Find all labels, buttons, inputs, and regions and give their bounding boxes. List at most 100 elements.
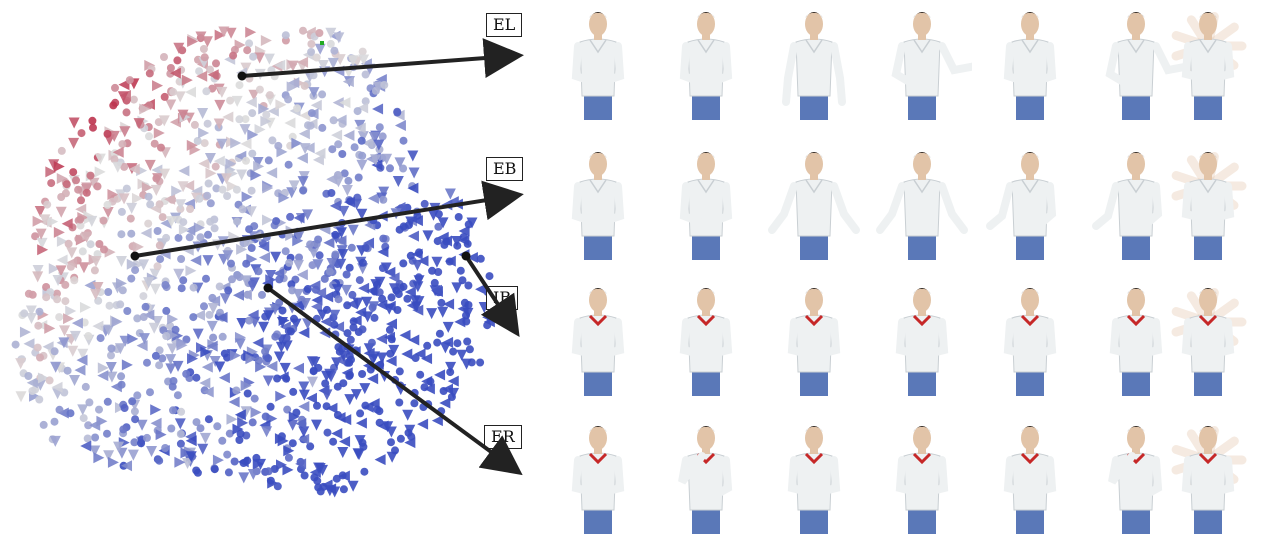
scatter-circle-marker bbox=[330, 46, 339, 55]
scatter-triangle-marker bbox=[299, 143, 311, 155]
scatter-circle-marker bbox=[69, 168, 78, 177]
scatter-circle-marker bbox=[320, 274, 329, 283]
scatter-circle-marker bbox=[360, 467, 369, 476]
scatter-triangle-marker bbox=[372, 103, 384, 115]
scatter-circle-marker bbox=[281, 31, 290, 40]
scatter-circle-marker bbox=[130, 438, 139, 447]
scatter-circle-marker bbox=[119, 425, 128, 434]
scatter-circle-marker bbox=[485, 272, 494, 281]
scatter-triangle-marker bbox=[200, 346, 212, 358]
scatter-circle-marker bbox=[332, 474, 341, 483]
scatter-circle-marker bbox=[274, 141, 283, 150]
scatter-circle-marker bbox=[195, 67, 204, 76]
scatter-circle-marker bbox=[321, 379, 330, 388]
scatter-triangle-marker bbox=[140, 227, 152, 239]
scatter-points bbox=[11, 26, 495, 498]
scatter-triangle-marker bbox=[133, 118, 145, 130]
scatter-circle-marker bbox=[158, 213, 167, 222]
scatter-circle-marker bbox=[318, 123, 327, 132]
scatter-circle-marker bbox=[206, 199, 215, 208]
scatter-circle-marker bbox=[192, 373, 201, 382]
scatter-triangle-marker bbox=[173, 42, 185, 54]
scatter-circle-marker bbox=[300, 81, 309, 90]
scatter-triangle-marker bbox=[102, 207, 114, 219]
scatter-triangle-marker bbox=[298, 327, 310, 339]
scatter-triangle-marker bbox=[177, 109, 189, 121]
scatter-triangle-marker bbox=[314, 43, 326, 55]
scatter-triangle-marker bbox=[165, 354, 177, 366]
scatter-circle-marker bbox=[85, 398, 94, 407]
scatter-triangle-marker bbox=[293, 362, 305, 374]
avatar-frame bbox=[1158, 278, 1258, 396]
scatter-circle-marker bbox=[160, 53, 168, 61]
scatter-circle-marker bbox=[199, 45, 208, 53]
scatter-triangle-marker bbox=[239, 124, 251, 136]
scatter-triangle-marker bbox=[115, 277, 127, 289]
scatter-circle-marker bbox=[196, 233, 205, 242]
scatter-circle-marker bbox=[232, 185, 241, 194]
scatter-triangle-marker bbox=[173, 268, 185, 280]
scatter-circle-marker bbox=[185, 233, 194, 242]
scatter-circle-marker bbox=[225, 429, 234, 438]
scatter-triangle-marker bbox=[337, 447, 349, 459]
scatter-triangle-marker bbox=[15, 358, 27, 370]
scatter-triangle-marker bbox=[206, 340, 218, 352]
scatter-triangle-marker bbox=[417, 255, 429, 267]
scatter-circle-marker bbox=[145, 101, 154, 110]
scatter-triangle-marker bbox=[245, 353, 257, 365]
scatter-circle-marker bbox=[24, 372, 33, 380]
scatter-circle-marker bbox=[63, 366, 72, 375]
scatter-triangle-marker bbox=[225, 158, 237, 170]
scatter-circle-marker bbox=[243, 389, 252, 398]
scatter-circle-marker bbox=[155, 241, 164, 250]
scatter-circle-marker bbox=[33, 343, 42, 352]
scatter-circle-marker bbox=[350, 143, 359, 152]
scatter-triangle-marker bbox=[357, 131, 369, 143]
scatter-triangle-marker bbox=[286, 81, 298, 93]
scatter-triangle-marker bbox=[195, 31, 207, 43]
scatter-triangle-marker bbox=[260, 34, 272, 46]
scatter-circle-marker bbox=[333, 411, 342, 419]
scatter-triangle-marker bbox=[166, 343, 178, 355]
scatter-circle-marker bbox=[345, 263, 354, 272]
scatter-circle-marker bbox=[91, 433, 100, 442]
scatter-circle-marker bbox=[433, 338, 442, 347]
avatar-frame bbox=[1158, 2, 1258, 120]
scatter-circle-marker bbox=[248, 109, 257, 118]
scatter-circle-marker bbox=[166, 64, 175, 72]
scatter-circle-marker bbox=[459, 233, 468, 241]
scatter-circle-marker bbox=[379, 195, 388, 204]
scatter-circle-marker bbox=[268, 136, 277, 145]
scatter-circle-marker bbox=[130, 407, 139, 416]
scatter-circle-marker bbox=[153, 227, 162, 235]
scatter-circle-marker bbox=[122, 184, 131, 193]
scatter-circle-marker bbox=[247, 244, 256, 252]
scatter-circle-marker bbox=[96, 334, 105, 343]
scatter-circle-marker bbox=[72, 176, 80, 185]
scatter-circle-marker bbox=[70, 276, 79, 285]
scatter-triangle-marker bbox=[171, 185, 183, 197]
scatter-triangle-marker bbox=[149, 268, 161, 280]
scatter-circle-marker bbox=[266, 402, 275, 411]
scatter-circle-marker bbox=[306, 240, 315, 249]
scatter-triangle-marker bbox=[138, 259, 150, 271]
label-el: EL bbox=[486, 13, 523, 37]
scatter-triangle-marker bbox=[67, 345, 79, 357]
scatter-triangle-marker bbox=[183, 180, 195, 192]
scatter-triangle-marker bbox=[49, 435, 61, 447]
scatter-triangle-marker bbox=[357, 102, 369, 114]
scatter-triangle-marker bbox=[23, 338, 35, 350]
scatter-circle-marker bbox=[370, 313, 379, 322]
scatter-circle-marker bbox=[265, 91, 274, 100]
scatter-triangle-marker bbox=[378, 371, 390, 383]
scatter-circle-marker bbox=[375, 123, 384, 132]
scatter-triangle-marker bbox=[92, 320, 104, 332]
scatter-circle-marker bbox=[399, 136, 408, 145]
scatter-triangle-marker bbox=[53, 226, 65, 238]
scatter-circle-marker bbox=[131, 266, 140, 275]
scatter-circle-marker bbox=[157, 143, 165, 152]
scatter-triangle-marker bbox=[197, 107, 209, 119]
scatter-triangle-marker bbox=[263, 53, 275, 65]
scatter-circle-marker bbox=[226, 96, 235, 105]
scatter-circle-marker bbox=[300, 471, 309, 480]
